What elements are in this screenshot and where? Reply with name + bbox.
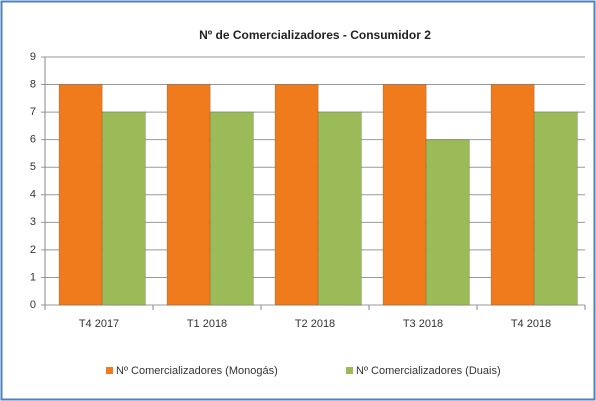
chart-title: Nº de Comercializadores - Consumidor 2 [199,28,431,42]
y-tick-label: 9 [30,51,36,63]
x-tick-label: T4 2018 [511,318,551,330]
bar [425,139,470,306]
y-tick-label: 3 [30,216,36,228]
y-tick-label: 5 [30,161,36,173]
x-tick-label: T2 2018 [295,318,335,330]
legend-label: Nº Comercializadores (Monogás) [116,365,278,377]
legend-label: Nº Comercializadores (Duais) [356,365,501,377]
y-tick-label: 2 [30,244,36,256]
bar [533,111,578,306]
y-tick-label: 6 [30,134,36,146]
bar [490,84,535,306]
bar [58,84,103,306]
bar [317,111,362,306]
bar [101,111,146,306]
y-tick-label: 1 [30,271,36,283]
bar [382,84,427,306]
y-tick-label: 0 [30,299,36,311]
x-tick-label: T1 2018 [187,318,227,330]
x-tick-label: T3 2018 [403,318,443,330]
y-tick-label: 8 [30,78,36,90]
x-tick-label: T4 2017 [79,318,119,330]
legend-swatch [346,367,353,374]
bar [166,84,211,306]
legend-swatch [106,367,113,374]
y-tick-label: 4 [30,189,36,201]
y-tick-label: 7 [30,106,36,118]
bar [274,84,319,306]
bar [209,111,254,306]
